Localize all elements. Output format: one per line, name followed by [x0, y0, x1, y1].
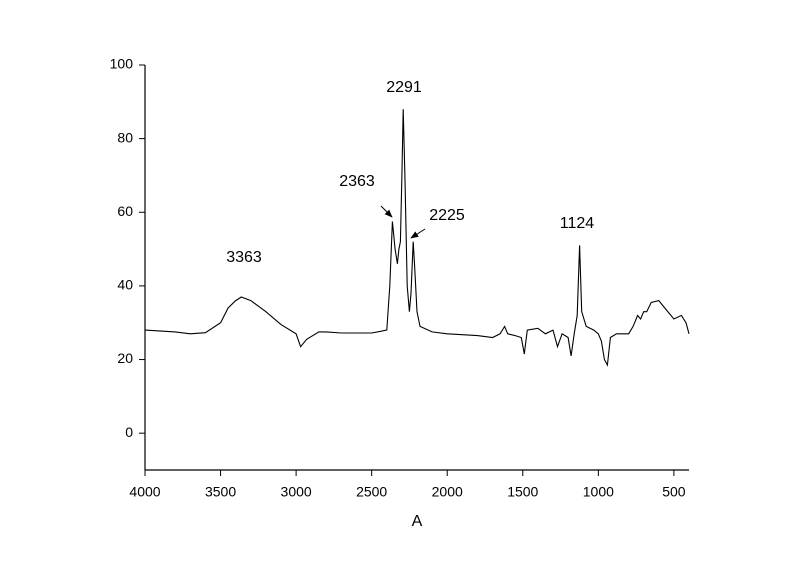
x-tick-label: 2500 [356, 484, 387, 500]
x-tick-label: 1000 [583, 484, 614, 500]
x-tick-label: 4000 [129, 484, 160, 500]
spectrum-line [144, 109, 690, 367]
peak-label: 2225 [429, 207, 465, 224]
x-axis-label: A [412, 513, 423, 530]
peak-label: 2291 [386, 79, 422, 96]
x-tick-label: 500 [662, 484, 686, 500]
peak-label: 1124 [560, 215, 595, 232]
y-tick-label: 80 [117, 129, 133, 145]
x-tick-label: 3000 [281, 484, 312, 500]
y-tick-label: 100 [110, 56, 134, 72]
y-tick-label: 20 [117, 350, 133, 366]
x-tick-label: 2000 [432, 484, 463, 500]
x-tick-label: 3500 [205, 484, 236, 500]
y-tick-label: 40 [117, 277, 133, 293]
peak-label: 3363 [226, 249, 262, 266]
y-tick-label: 0 [125, 424, 133, 440]
arrow [410, 228, 426, 239]
arrow [380, 205, 393, 218]
x-tick-label: 1500 [507, 484, 538, 500]
y-tick-label: 60 [117, 203, 133, 219]
peak-label: 2363 [339, 173, 375, 190]
